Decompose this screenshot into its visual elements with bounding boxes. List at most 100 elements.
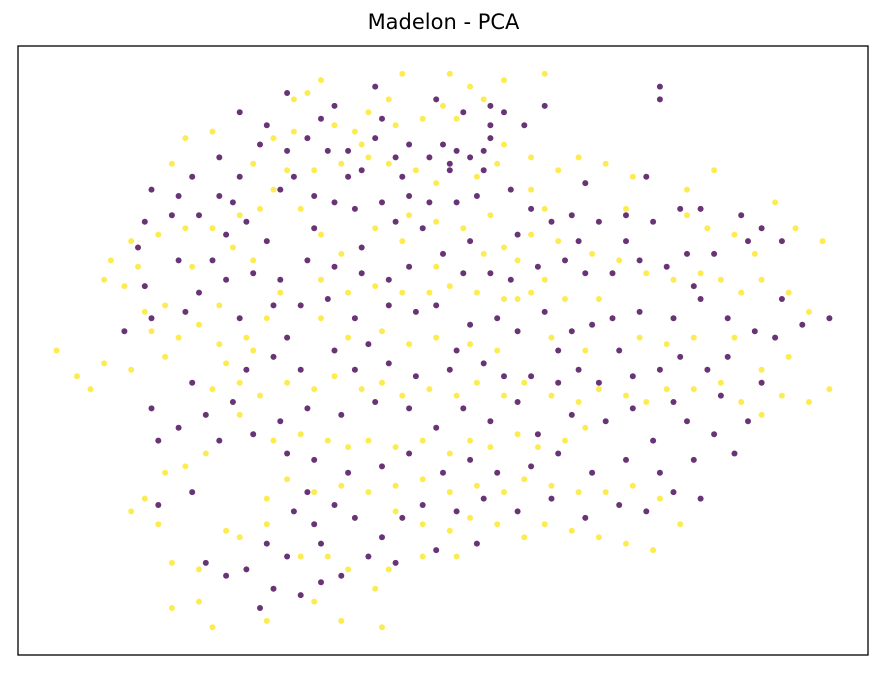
point-class-0 xyxy=(351,366,358,373)
point-class-0 xyxy=(453,347,460,354)
point-class-0 xyxy=(440,469,446,476)
point-class-1 xyxy=(290,96,297,103)
point-class-1 xyxy=(372,283,379,290)
point-class-0 xyxy=(541,308,548,315)
point-class-0 xyxy=(697,205,704,212)
point-class-1 xyxy=(731,231,738,238)
point-class-1 xyxy=(263,495,270,502)
point-class-0 xyxy=(582,514,589,521)
point-class-1 xyxy=(257,205,263,212)
point-class-0 xyxy=(155,502,162,508)
point-class-0 xyxy=(148,315,155,322)
point-class-0 xyxy=(379,199,385,206)
point-class-0 xyxy=(385,360,392,367)
point-class-1 xyxy=(528,154,535,161)
point-class-0 xyxy=(528,463,535,470)
point-class-1 xyxy=(623,540,629,547)
point-class-0 xyxy=(392,154,399,161)
point-class-0 xyxy=(446,160,453,167)
point-class-0 xyxy=(379,463,385,470)
point-class-0 xyxy=(514,231,521,238)
point-class-0 xyxy=(324,147,331,154)
point-class-0 xyxy=(467,456,474,463)
point-class-0 xyxy=(643,173,650,180)
point-class-0 xyxy=(270,353,277,360)
point-class-0 xyxy=(751,328,758,335)
point-class-1 xyxy=(575,399,582,405)
point-class-0 xyxy=(406,193,413,199)
point-class-1 xyxy=(541,521,548,528)
point-class-1 xyxy=(690,334,697,341)
point-class-1 xyxy=(263,315,270,322)
point-class-0 xyxy=(202,411,209,418)
point-class-1 xyxy=(263,617,270,624)
point-class-0 xyxy=(650,437,657,444)
point-class-1 xyxy=(487,444,494,451)
point-class-0 xyxy=(616,502,623,508)
point-class-0 xyxy=(656,83,663,90)
point-class-0 xyxy=(453,147,460,154)
point-class-0 xyxy=(277,418,284,425)
point-class-0 xyxy=(575,366,582,373)
point-class-0 xyxy=(311,225,318,232)
point-class-1 xyxy=(53,347,60,354)
point-class-1 xyxy=(209,624,216,631)
point-class-1 xyxy=(250,257,257,264)
point-class-0 xyxy=(358,270,365,277)
point-class-0 xyxy=(223,572,230,579)
point-class-1 xyxy=(365,437,372,444)
point-class-1 xyxy=(778,392,785,399)
point-class-1 xyxy=(514,296,521,302)
point-class-0 xyxy=(284,90,291,96)
point-class-1 xyxy=(324,437,331,444)
point-class-0 xyxy=(284,450,291,457)
point-class-1 xyxy=(514,257,521,264)
point-class-0 xyxy=(616,347,623,354)
point-class-1 xyxy=(345,334,352,341)
point-class-1 xyxy=(568,527,575,534)
point-class-0 xyxy=(514,508,521,515)
point-class-0 xyxy=(243,566,250,573)
point-class-1 xyxy=(819,238,826,245)
point-class-1 xyxy=(162,469,169,476)
point-class-1 xyxy=(575,154,582,161)
point-class-0 xyxy=(480,147,487,154)
point-class-0 xyxy=(473,540,480,547)
point-class-1 xyxy=(135,263,141,270)
point-class-0 xyxy=(331,502,338,508)
point-class-1 xyxy=(338,250,345,257)
point-class-1 xyxy=(223,527,230,534)
point-class-0 xyxy=(345,147,352,154)
point-class-1 xyxy=(582,424,589,431)
point-class-0 xyxy=(494,315,501,322)
point-class-1 xyxy=(196,566,202,573)
point-class-0 xyxy=(602,418,609,425)
point-class-1 xyxy=(480,250,487,257)
point-class-1 xyxy=(643,399,650,405)
point-class-0 xyxy=(473,193,480,199)
point-class-1 xyxy=(318,231,324,238)
point-class-0 xyxy=(582,270,589,277)
point-class-1 xyxy=(738,399,745,405)
point-class-0 xyxy=(528,373,535,380)
point-class-1 xyxy=(372,225,379,232)
point-class-1 xyxy=(582,347,589,354)
point-class-0 xyxy=(514,399,521,405)
point-class-1 xyxy=(670,276,677,283)
point-class-0 xyxy=(372,399,379,405)
point-class-1 xyxy=(792,225,799,232)
point-class-0 xyxy=(257,605,263,611)
point-class-1 xyxy=(318,276,324,283)
point-class-0 xyxy=(467,154,474,161)
point-class-0 xyxy=(636,308,643,315)
point-class-1 xyxy=(595,386,602,393)
point-class-1 xyxy=(87,386,94,393)
point-class-1 xyxy=(494,160,501,167)
point-class-0 xyxy=(351,315,358,322)
point-class-1 xyxy=(616,257,623,264)
point-class-1 xyxy=(209,225,216,232)
point-class-1 xyxy=(223,360,230,367)
point-class-0 xyxy=(263,540,270,547)
point-class-1 xyxy=(433,180,440,187)
point-class-0 xyxy=(121,328,128,335)
